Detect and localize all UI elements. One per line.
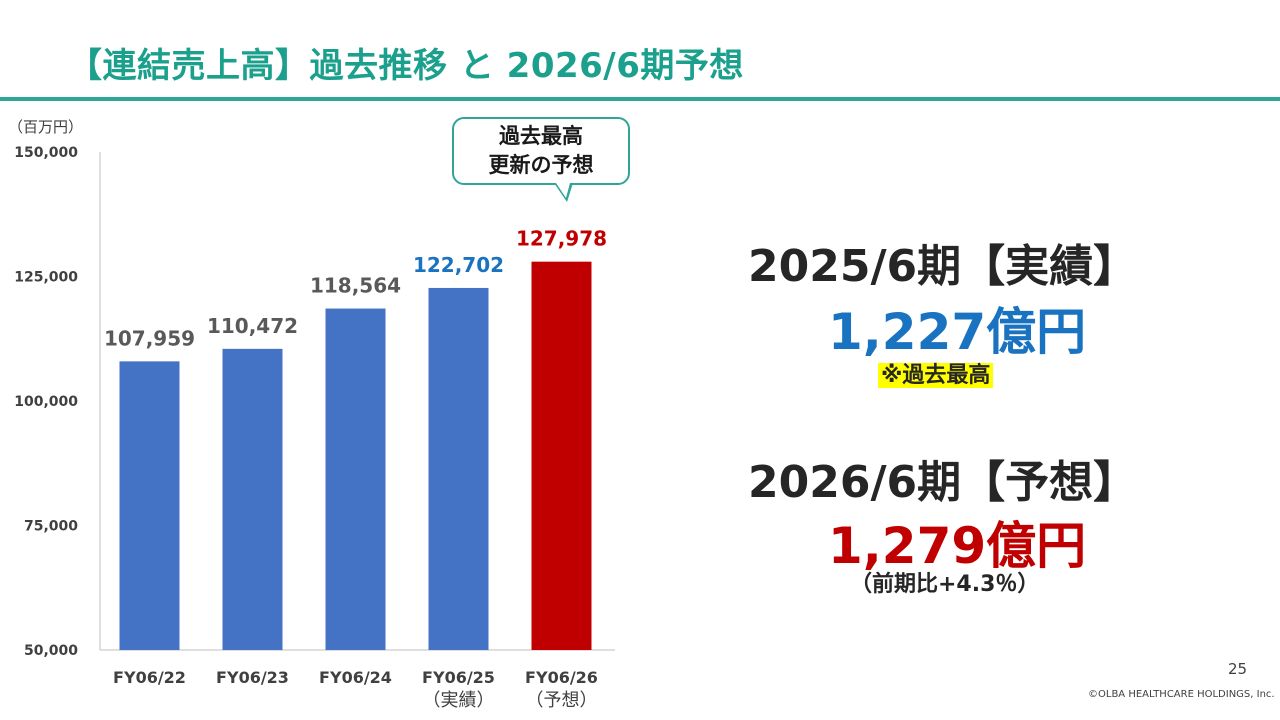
kpi-forecast-period: 2026/6期【予想】: [748, 457, 1138, 508]
bar-value-label: 122,702: [413, 253, 504, 277]
record-high-callout: 過去最高 更新の予想: [452, 117, 630, 202]
title-divider: [0, 97, 1280, 101]
x-category-label: FY06/25: [422, 668, 495, 687]
bar-fy06-23: [222, 348, 283, 650]
bar-fy06-24: [325, 308, 386, 650]
record-high-badge: ※過去最高: [878, 363, 994, 388]
y-tick-label: 100,000: [14, 394, 78, 410]
y-tick-label: 125,000: [14, 270, 78, 286]
x-category-sublabel: （実績）: [423, 690, 495, 711]
bar-value-label: 110,472: [207, 314, 298, 338]
kpi-actual-note: ※過去最高: [878, 357, 994, 389]
y-tick-label: 150,000: [14, 145, 78, 161]
x-category-label: FY06/26: [525, 668, 598, 687]
kpi-actual-period: 2025/6期【実績】: [748, 241, 1138, 292]
kpi-actual-value: 1,227億円: [828, 303, 1087, 361]
y-axis-unit-label: （百万円）: [8, 118, 83, 136]
callout-line-2: 更新の予想: [488, 153, 594, 177]
bar-fy06-22: [119, 361, 180, 650]
copyright-text: ©OLBA HEALTHCARE HOLDINGS, Inc.: [1088, 689, 1275, 700]
x-category-label: FY06/22: [113, 668, 186, 687]
page-number: 25: [1228, 660, 1248, 678]
x-category-label: FY06/24: [319, 668, 392, 687]
callout-line-1: 過去最高: [499, 124, 583, 148]
x-category-sublabel: （予想）: [526, 690, 598, 711]
bar-value-label: 127,978: [516, 227, 607, 251]
y-tick-label: 75,000: [24, 519, 78, 535]
bar-fy06-25: [428, 287, 489, 650]
kpi-forecast-note: （前期比+4.3％）: [850, 572, 1040, 597]
slide-title: 【連結売上高】過去推移 と 2026/6期予想: [68, 46, 744, 86]
sales-bar-chart: （百万円） 50,00075,000100,000125,000150,000 …: [8, 118, 615, 711]
kpi-forecast-value: 1,279億円: [828, 517, 1087, 575]
bar-fy06-26: [531, 261, 592, 650]
bar-value-label: 107,959: [104, 326, 195, 350]
bar-value-label: 118,564: [310, 274, 401, 298]
y-tick-label: 50,000: [24, 643, 78, 659]
x-category-label: FY06/23: [216, 668, 289, 687]
